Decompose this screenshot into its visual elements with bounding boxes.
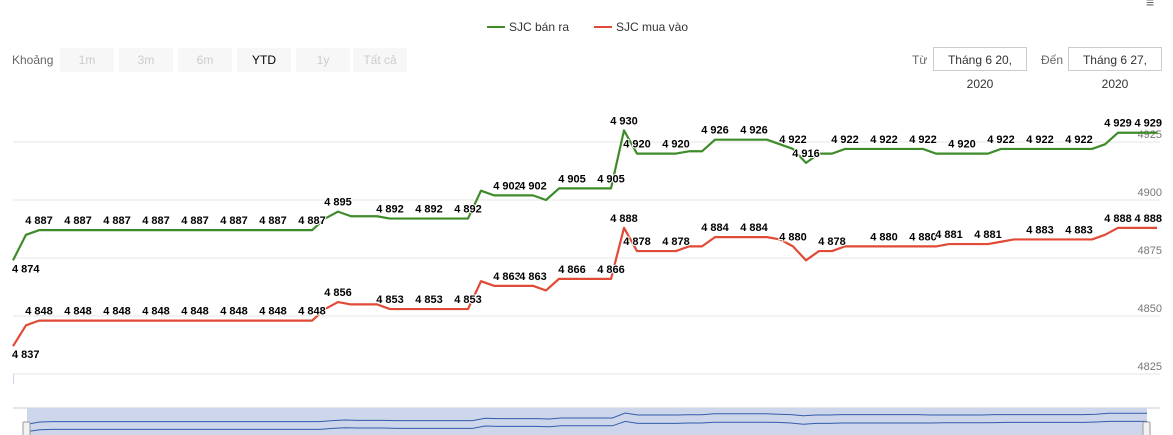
data-label: 4 880 — [779, 231, 807, 243]
data-label: 4 863 — [493, 271, 521, 283]
data-label: 4 866 — [558, 264, 586, 276]
data-label: 4 887 — [25, 215, 53, 227]
data-label: 4 848 — [64, 306, 92, 318]
data-label: 4 922 — [870, 134, 898, 146]
data-label: 4 866 — [597, 264, 625, 276]
data-label: 4 922 — [987, 134, 1015, 146]
hamburger-menu-icon[interactable]: ≡ — [1146, 0, 1155, 10]
legend-item-sjc-ban-ra[interactable]: SJC bán ra — [487, 20, 569, 34]
from-label: Từ — [912, 53, 928, 67]
legend-label: SJC bán ra — [509, 20, 570, 34]
data-label: 4 922 — [1026, 134, 1054, 146]
data-label: 4 887 — [103, 215, 131, 227]
data-label: 4 887 — [64, 215, 92, 227]
data-label: 4 920 — [623, 139, 651, 151]
data-label: 4 883 — [1065, 224, 1093, 236]
data-label: 4 892 — [415, 204, 443, 216]
range-button-ytd[interactable]: YTD — [237, 48, 291, 72]
data-label: 4 920 — [948, 139, 976, 151]
range-button-all[interactable]: Tất cả — [353, 48, 407, 72]
data-label: 4 863 — [519, 271, 547, 283]
data-label: 4 922 — [779, 134, 807, 146]
range-button-3m[interactable]: 3m — [119, 48, 173, 72]
data-label: 4 888 — [610, 213, 638, 225]
data-label: 4 895 — [324, 197, 352, 209]
data-label: 4 881 — [935, 229, 963, 241]
data-label: 4 887 — [181, 215, 209, 227]
to-date-input[interactable]: Tháng 6 27, 2020 — [1068, 47, 1162, 91]
data-label: 4 887 — [298, 215, 326, 227]
y-tick-label: 4850 — [1138, 303, 1162, 315]
data-label: 4 929 — [1104, 118, 1132, 130]
data-label: 4 848 — [220, 306, 248, 318]
data-label: 4 848 — [142, 306, 170, 318]
navigator-series-0 — [26, 412, 1147, 425]
range-button-6m[interactable]: 6m — [178, 48, 232, 72]
data-label: 4 853 — [376, 294, 404, 306]
y-tick-label: 4875 — [1138, 245, 1162, 257]
data-label: 4 905 — [597, 173, 625, 185]
data-label: 4 853 — [415, 294, 443, 306]
data-label: 4 848 — [298, 306, 326, 318]
data-label: 4 878 — [662, 236, 690, 248]
navigator-left-handle[interactable] — [22, 421, 31, 435]
data-label: 4 922 — [909, 134, 937, 146]
legend-item-sjc-mua-vao[interactable]: SJC mua vào — [594, 20, 688, 34]
data-label: 4 922 — [1065, 134, 1093, 146]
data-label: 4 888 — [1134, 213, 1162, 225]
navigator-series-1 — [26, 420, 1147, 433]
data-label: 4 856 — [324, 287, 352, 299]
data-label: 4 887 — [259, 215, 287, 227]
data-label: 4 892 — [376, 204, 404, 216]
y-tick-label: 4925 — [1138, 129, 1162, 141]
data-label: 4 848 — [259, 306, 287, 318]
data-label: 4 880 — [870, 231, 898, 243]
data-label: 4 884 — [740, 222, 768, 234]
data-label: 4 922 — [831, 134, 859, 146]
data-label: 4 874 — [12, 263, 40, 275]
data-label: 4 920 — [662, 139, 690, 151]
data-label: 4 880 — [909, 231, 937, 243]
data-label: 4 930 — [610, 115, 638, 127]
y-tick-label: 4825 — [1138, 361, 1162, 373]
legend-label: SJC mua vào — [616, 20, 689, 34]
series-line-1 — [12, 226, 1157, 347]
data-label: 4 926 — [740, 125, 768, 137]
data-label: 4 902 — [519, 180, 547, 192]
data-label: 4 848 — [103, 306, 131, 318]
data-label: 4 905 — [558, 173, 586, 185]
data-label: 4 881 — [974, 229, 1002, 241]
data-label: 4 884 — [701, 222, 729, 234]
navigator-right-handle[interactable] — [1142, 421, 1151, 435]
data-label: 4 878 — [623, 236, 651, 248]
data-label: 4 848 — [25, 306, 53, 318]
data-label: 4 848 — [181, 306, 209, 318]
data-label: 4 887 — [142, 215, 170, 227]
data-label: 4 837 — [12, 349, 40, 361]
data-label: 4 887 — [220, 215, 248, 227]
data-label: 4 892 — [454, 204, 482, 216]
to-label: Đến — [1041, 53, 1064, 67]
data-label: 4 926 — [701, 125, 729, 137]
from-date-input[interactable]: Tháng 6 20, 2020 — [933, 47, 1027, 91]
data-label: 4 916 — [792, 148, 820, 160]
data-label: 4 888 — [1104, 213, 1132, 225]
data-label: 4 929 — [1134, 118, 1162, 130]
data-label: 4 883 — [1026, 224, 1054, 236]
legend-line-red — [594, 26, 612, 28]
data-label: 4 853 — [454, 294, 482, 306]
legend-line-green — [487, 26, 505, 28]
range-button-1y[interactable]: 1y — [296, 48, 350, 72]
data-label: 4 902 — [493, 180, 521, 192]
range-button-1m[interactable]: 1m — [60, 48, 114, 72]
range-selector-label: Khoảng — [12, 53, 54, 67]
data-label: 4 878 — [818, 236, 846, 248]
y-tick-label: 4900 — [1138, 187, 1162, 199]
